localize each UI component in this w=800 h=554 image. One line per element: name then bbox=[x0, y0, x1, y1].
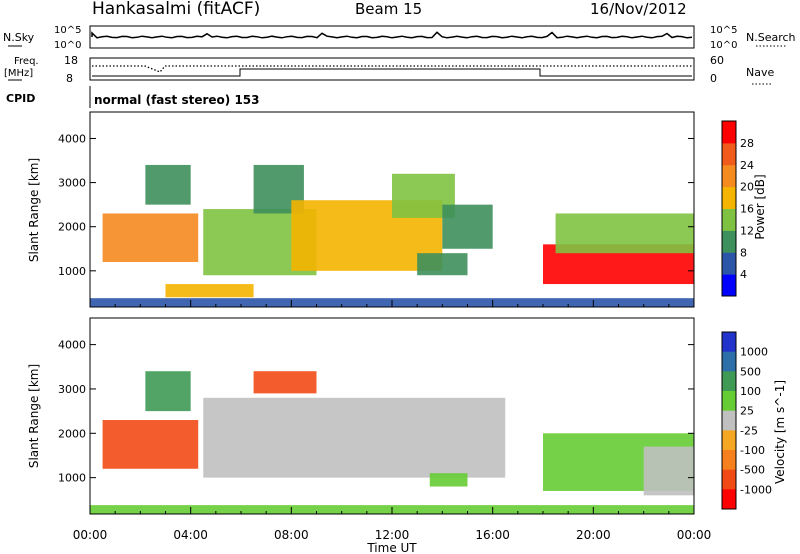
velocity-ylabel: Slant Range [km] bbox=[27, 364, 41, 468]
nave-tick-top: 60 bbox=[710, 54, 724, 67]
date-title: 16/Nov/2012 bbox=[590, 0, 687, 18]
time-tick-label-5: 20:00 bbox=[576, 528, 611, 542]
power-colorbar-tick-4: 12 bbox=[740, 224, 754, 237]
velocity-ytick-label-2: 3000 bbox=[58, 383, 86, 396]
nsearch-tick-top: 10^5 bbox=[710, 25, 737, 36]
time-tick-label-3: 12:00 bbox=[375, 528, 410, 542]
power-ytick-label-1: 2000 bbox=[58, 221, 86, 234]
power-colorbar-tick-1: 24 bbox=[740, 159, 754, 172]
cpid-text: normal (fast stereo) 153 bbox=[94, 93, 260, 107]
time-tick-label-4: 16:00 bbox=[475, 528, 510, 542]
velocity-region-4 bbox=[429, 473, 468, 487]
beam-title: Beam 15 bbox=[355, 0, 422, 18]
power-ytick-label-3: 4000 bbox=[58, 132, 86, 145]
nsearch-label: N.Search bbox=[746, 31, 796, 44]
velocity-ytick-label-1: 2000 bbox=[58, 427, 86, 440]
velocity-colorbar-tick-7: -1000 bbox=[740, 483, 772, 496]
time-axis-label: Time UT bbox=[366, 541, 417, 554]
power-colorbar-cell-4 bbox=[722, 186, 736, 209]
freq-trace bbox=[92, 68, 692, 77]
power-colorbar-cell-1 bbox=[722, 252, 736, 275]
power-colorbar-cell-7 bbox=[722, 121, 736, 144]
power-ytick-label-0: 1000 bbox=[58, 265, 86, 278]
velocity-colorbar-label: Velocity [m s^-1] bbox=[773, 380, 787, 484]
power-colorbar: 28 24 20 16 12 8 4 bbox=[721, 120, 754, 297]
velocity-colorbar-cell-5 bbox=[722, 430, 736, 451]
velocity-colorbar-frame bbox=[721, 331, 737, 510]
velocity-colorbar-tick-6: -500 bbox=[740, 464, 765, 477]
power-colorbar-cell-3 bbox=[722, 208, 736, 231]
power-colorbar-tick-3: 16 bbox=[740, 203, 754, 216]
velocity-colorbar-tick-3: 25 bbox=[740, 405, 754, 418]
cpid-label: CPID bbox=[6, 92, 35, 105]
velocity-colorbar-cell-4 bbox=[722, 410, 736, 431]
nave-trace bbox=[92, 65, 692, 73]
power-region-0 bbox=[102, 213, 199, 262]
time-tick-label-1: 04:00 bbox=[173, 528, 208, 542]
velocity-region-3 bbox=[253, 371, 317, 394]
power-region-1 bbox=[145, 164, 191, 205]
nsky-panel bbox=[89, 25, 695, 49]
nsky-tick-bottom: 10^0 bbox=[54, 40, 81, 51]
power-region-7 bbox=[417, 253, 468, 276]
nsky-trace bbox=[91, 31, 693, 39]
velocity-ytick-label-3: 4000 bbox=[58, 339, 86, 352]
power-colorbar-label: Power [dB] bbox=[753, 174, 767, 239]
power-colorbar-tick-6: 4 bbox=[740, 268, 747, 281]
time-tick-label-2: 08:00 bbox=[274, 528, 309, 542]
power-colorbar-frame bbox=[721, 120, 737, 297]
station-title: Hankasalmi (fitACF) bbox=[92, 0, 260, 19]
power-colorbar-tick-0: 28 bbox=[740, 137, 754, 150]
power-colorbar-cell-0 bbox=[722, 274, 736, 297]
velocity-colorbar-tick-0: 1000 bbox=[740, 346, 768, 359]
velocity-region-2 bbox=[203, 397, 506, 478]
velocity-colorbar-tick-1: 500 bbox=[740, 365, 761, 378]
velocity-colorbar-tick-2: 100 bbox=[740, 385, 761, 398]
velocity-axes: 1000 2000 3000 4000 bbox=[58, 339, 695, 514]
velocity-colorbar-cell-8 bbox=[722, 489, 736, 510]
nsky-tick-top: 10^5 bbox=[54, 25, 81, 36]
power-data bbox=[90, 164, 694, 307]
velocity-colorbar-cell-0 bbox=[722, 332, 736, 353]
freq-unit: [MHz] bbox=[4, 68, 33, 79]
freq-panel bbox=[89, 57, 695, 81]
velocity-colorbar: 1000 500 100 25 -25 -100 -500 -1000 bbox=[721, 331, 772, 510]
nsky-label: N.Sky bbox=[3, 31, 35, 44]
nsearch-tick-bottom: 10^0 bbox=[710, 40, 737, 51]
power-region-8 bbox=[442, 204, 493, 249]
freq-label: Freq. bbox=[14, 56, 39, 67]
power-axes: 1000 2000 3000 4000 bbox=[58, 132, 695, 307]
power-colorbar-cell-5 bbox=[722, 164, 736, 188]
velocity-colorbar-cell-3 bbox=[722, 391, 736, 412]
time-axis: 00:00 04:00 08:00 12:00 16:00 20:00 00:00 bbox=[73, 528, 712, 542]
power-colorbar-tick-5: 8 bbox=[740, 246, 747, 259]
velocity-region-6 bbox=[643, 446, 694, 496]
velocity-ytick-label-0: 1000 bbox=[58, 472, 86, 485]
power-region-2 bbox=[165, 284, 254, 298]
velocity-colorbar-cell-6 bbox=[722, 450, 736, 471]
power-ytick-label-2: 3000 bbox=[58, 177, 86, 190]
time-tick-label-6: 00:00 bbox=[677, 528, 712, 542]
velocity-colorbar-tick-4: -25 bbox=[740, 424, 758, 437]
velocity-colorbar-cell-1 bbox=[722, 351, 736, 372]
velocity-colorbar-tick-5: -100 bbox=[740, 444, 765, 457]
velocity-colorbar-cell-7 bbox=[722, 469, 736, 490]
nave-tick-bottom: 0 bbox=[710, 72, 717, 85]
freq-tick-top: 18 bbox=[64, 54, 78, 67]
time-tick-label-0: 00:00 bbox=[73, 528, 108, 542]
power-colorbar-cell-6 bbox=[722, 142, 736, 166]
velocity-data bbox=[90, 371, 694, 514]
power-colorbar-cell-2 bbox=[722, 230, 736, 253]
power-colorbar-tick-2: 20 bbox=[740, 181, 754, 194]
velocity-region-1 bbox=[145, 371, 191, 412]
velocity-region-0 bbox=[102, 419, 199, 469]
power-ylabel: Slant Range [km] bbox=[27, 158, 41, 262]
power-region-10 bbox=[555, 213, 694, 254]
nave-label: Nave bbox=[746, 66, 774, 79]
velocity-colorbar-cell-2 bbox=[722, 371, 736, 392]
freq-tick-bottom: 8 bbox=[66, 72, 73, 85]
